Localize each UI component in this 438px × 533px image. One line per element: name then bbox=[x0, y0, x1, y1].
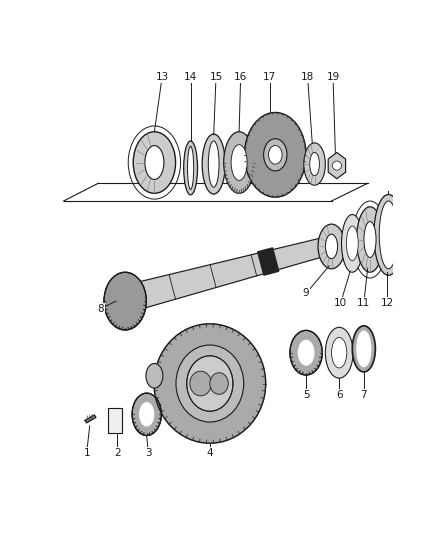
Text: 7: 7 bbox=[360, 390, 367, 400]
Ellipse shape bbox=[298, 341, 314, 365]
Text: 1: 1 bbox=[83, 448, 90, 458]
Bar bbox=[108, 408, 122, 433]
Ellipse shape bbox=[379, 201, 398, 269]
Text: 6: 6 bbox=[336, 390, 343, 400]
Ellipse shape bbox=[210, 373, 228, 394]
Ellipse shape bbox=[145, 146, 164, 180]
Ellipse shape bbox=[310, 152, 319, 176]
Ellipse shape bbox=[190, 371, 212, 396]
Ellipse shape bbox=[133, 132, 176, 193]
Ellipse shape bbox=[176, 345, 244, 422]
Ellipse shape bbox=[268, 146, 282, 164]
Ellipse shape bbox=[346, 226, 358, 261]
Ellipse shape bbox=[342, 214, 363, 272]
Polygon shape bbox=[258, 248, 279, 275]
Text: 17: 17 bbox=[263, 72, 276, 82]
Ellipse shape bbox=[187, 356, 233, 411]
Ellipse shape bbox=[325, 327, 353, 378]
Ellipse shape bbox=[264, 139, 287, 171]
Ellipse shape bbox=[374, 195, 403, 276]
Ellipse shape bbox=[290, 330, 322, 375]
Ellipse shape bbox=[231, 144, 247, 180]
Ellipse shape bbox=[208, 141, 219, 187]
Ellipse shape bbox=[332, 337, 347, 368]
Text: 14: 14 bbox=[184, 72, 197, 82]
Text: 19: 19 bbox=[326, 72, 340, 82]
Ellipse shape bbox=[104, 272, 146, 330]
Text: 12: 12 bbox=[380, 297, 394, 308]
Text: 16: 16 bbox=[234, 72, 247, 82]
Ellipse shape bbox=[146, 364, 163, 388]
Ellipse shape bbox=[364, 222, 376, 257]
Circle shape bbox=[332, 161, 342, 170]
Ellipse shape bbox=[318, 224, 345, 269]
Text: 10: 10 bbox=[334, 297, 347, 308]
Ellipse shape bbox=[244, 112, 306, 197]
Text: 5: 5 bbox=[303, 390, 309, 400]
Ellipse shape bbox=[357, 331, 371, 367]
Text: 2: 2 bbox=[114, 448, 121, 458]
Text: 9: 9 bbox=[303, 288, 309, 298]
Polygon shape bbox=[328, 152, 346, 179]
Text: 18: 18 bbox=[301, 72, 314, 82]
Ellipse shape bbox=[202, 134, 225, 194]
Text: 3: 3 bbox=[145, 448, 152, 458]
Polygon shape bbox=[118, 238, 328, 314]
Polygon shape bbox=[85, 415, 96, 423]
Ellipse shape bbox=[132, 393, 161, 435]
Text: 8: 8 bbox=[97, 304, 104, 314]
Ellipse shape bbox=[140, 403, 154, 426]
Ellipse shape bbox=[357, 207, 384, 272]
Ellipse shape bbox=[224, 132, 254, 193]
Ellipse shape bbox=[304, 143, 325, 185]
Ellipse shape bbox=[187, 147, 194, 189]
Ellipse shape bbox=[325, 234, 338, 259]
Ellipse shape bbox=[154, 324, 266, 443]
Text: 13: 13 bbox=[155, 72, 169, 82]
Ellipse shape bbox=[352, 326, 375, 372]
Ellipse shape bbox=[184, 141, 198, 195]
Text: 15: 15 bbox=[209, 72, 223, 82]
Text: 4: 4 bbox=[207, 448, 213, 458]
Text: 11: 11 bbox=[357, 297, 371, 308]
